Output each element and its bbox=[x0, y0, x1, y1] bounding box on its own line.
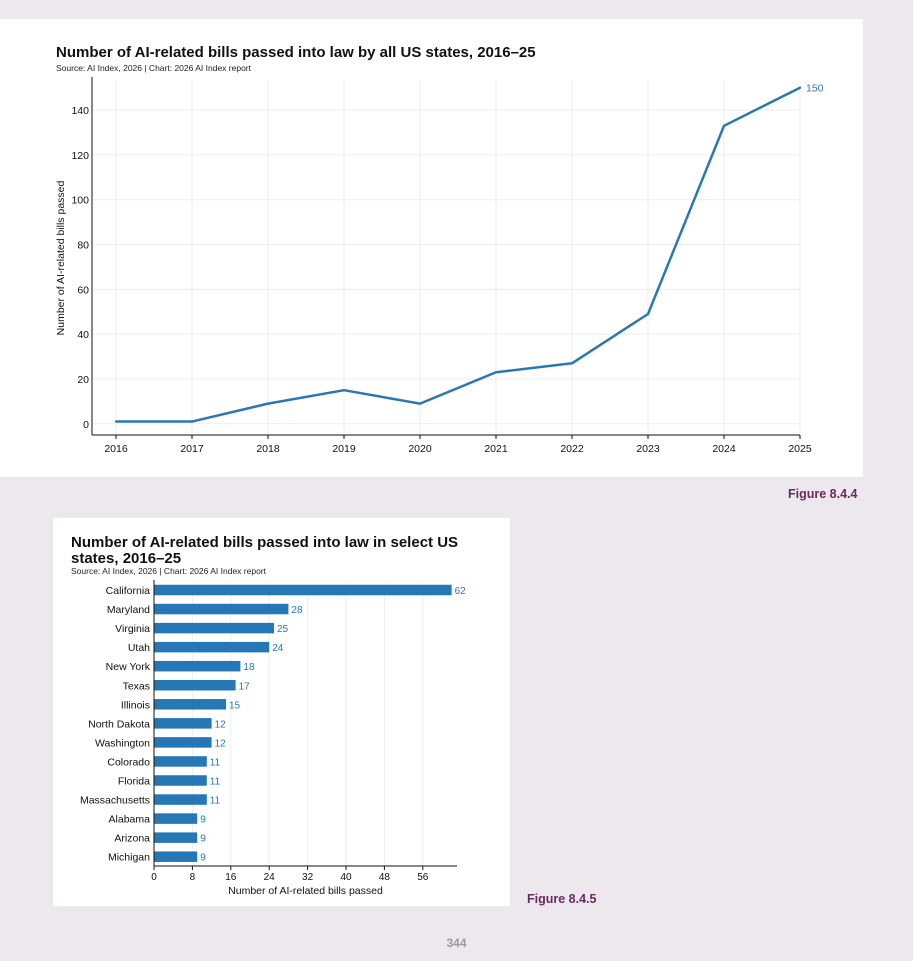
bar-value-label: 11 bbox=[210, 757, 221, 768]
bar bbox=[154, 584, 452, 596]
line-point bbox=[494, 371, 498, 374]
line-point bbox=[342, 388, 346, 392]
line-point bbox=[722, 124, 726, 128]
line-y-tick-label: 20 bbox=[77, 374, 89, 386]
bar-category-label: California bbox=[106, 585, 151, 597]
bar-x-tick-label: 8 bbox=[190, 872, 196, 883]
line-y-tick-label: 80 bbox=[77, 240, 89, 252]
line-chart-plot: 0 20 40 60 80 100 120 140 2016 2017 2018 2019 2020 20… bbox=[55, 77, 824, 455]
bar-value-label: 12 bbox=[215, 719, 227, 730]
bar-value-label: 17 bbox=[239, 681, 251, 692]
line-x-tick-label: 2025 bbox=[788, 443, 812, 455]
bar bbox=[154, 699, 226, 710]
bar-category-label: Texas bbox=[123, 680, 150, 692]
bar-x-tick-label: 32 bbox=[302, 872, 314, 883]
bar-value-label: 62 bbox=[455, 586, 467, 597]
bar bbox=[154, 718, 212, 729]
line-point bbox=[418, 402, 422, 405]
line-y-tick-label: 40 bbox=[77, 329, 89, 341]
bar-category-label: Virginia bbox=[115, 623, 150, 635]
bar bbox=[154, 756, 207, 767]
bar-value-label: 15 bbox=[229, 700, 241, 711]
bar-category-label: Utah bbox=[128, 642, 150, 654]
line-chart-source: Source: AI Index, 2026 | Chart: 2026 AI … bbox=[56, 63, 251, 73]
bar-chart-card: Number of AI-related bills passed into l… bbox=[53, 518, 510, 906]
bar-x-tick-label: 48 bbox=[379, 872, 391, 883]
bar bbox=[154, 603, 289, 615]
line-x-tick-label: 2021 bbox=[484, 443, 508, 455]
bar-value-label: 11 bbox=[210, 777, 221, 788]
figure-label-bar: Figure 8.4.5 bbox=[527, 892, 597, 906]
line-x-tick-label: 2016 bbox=[104, 443, 128, 455]
bar-value-label: 9 bbox=[200, 815, 206, 826]
line-y-tick-label: 0 bbox=[83, 419, 89, 431]
bar bbox=[154, 832, 198, 843]
bar-category-label: Maryland bbox=[107, 604, 150, 616]
line-point bbox=[646, 312, 650, 316]
bar-value-label: 11 bbox=[210, 796, 221, 807]
bar bbox=[154, 775, 207, 786]
bar-value-label: 25 bbox=[277, 624, 289, 635]
bar bbox=[154, 622, 274, 634]
bar-category-label: North Dakota bbox=[88, 718, 150, 730]
line-point bbox=[114, 420, 118, 423]
bar bbox=[154, 851, 198, 862]
bar-value-label: 12 bbox=[215, 738, 227, 749]
line-x-tick-label: 2019 bbox=[332, 443, 356, 455]
line-chart-title: Number of AI-related bills passed into l… bbox=[56, 44, 536, 61]
line-y-tick-label: 60 bbox=[77, 284, 89, 296]
bar-value-label: 9 bbox=[200, 853, 206, 864]
bar-category-label: Florida bbox=[118, 776, 150, 788]
bar-value-label: 28 bbox=[291, 605, 303, 616]
bar-chart-title: Number of AI-related bills passed into l… bbox=[71, 534, 459, 567]
line-y-tick-label: 100 bbox=[71, 195, 89, 207]
line-x-tick-label: 2022 bbox=[560, 443, 584, 455]
bar-x-tick-label: 40 bbox=[340, 872, 352, 883]
line-x-tick-label: 2018 bbox=[256, 443, 280, 455]
line-x-tick-label: 2023 bbox=[636, 443, 660, 455]
bar-category-label: Washington bbox=[95, 737, 150, 749]
line-x-tick-label: 2024 bbox=[712, 443, 736, 455]
line-point bbox=[798, 86, 802, 89]
bar-chart-source: Source: AI Index, 2026 | Chart: 2026 AI … bbox=[71, 566, 266, 576]
line-y-axis-label: Number of AI-related bills passed bbox=[55, 181, 67, 336]
bar bbox=[154, 813, 198, 824]
line-y-tick-label: 120 bbox=[71, 150, 89, 162]
bar bbox=[154, 737, 212, 748]
bar-value-label: 18 bbox=[243, 662, 255, 673]
bar-x-tick-label: 24 bbox=[264, 872, 276, 883]
line-series bbox=[116, 86, 801, 423]
bar-category-label: New York bbox=[106, 661, 151, 673]
line-point bbox=[570, 362, 574, 365]
bar-x-tick-label: 16 bbox=[225, 872, 237, 883]
bar-category-label: Arizona bbox=[114, 833, 150, 845]
bar-category-label: Alabama bbox=[109, 814, 151, 826]
bar bbox=[154, 660, 241, 672]
bar-category-label: Illinois bbox=[121, 699, 150, 711]
figure-label-line: Figure 8.4.4 bbox=[788, 487, 858, 501]
bar-category-label: Colorado bbox=[107, 756, 150, 768]
bar-chart-plot: California 62 Maryland 28 Virginia 25 Utah 24 Ne… bbox=[80, 580, 467, 897]
bar-value-label: 9 bbox=[200, 834, 206, 845]
bar bbox=[154, 680, 236, 691]
bar bbox=[154, 641, 270, 653]
line-chart-card: Number of AI-related bills passed into l… bbox=[0, 19, 863, 477]
line-end-label: 150 bbox=[806, 83, 824, 95]
bar-category-label: Michigan bbox=[108, 852, 150, 864]
bar-x-tick-label: 56 bbox=[417, 872, 429, 883]
bar-value-label: 24 bbox=[272, 643, 284, 654]
line-point bbox=[266, 402, 270, 405]
line-x-tick-label: 2017 bbox=[180, 443, 204, 455]
bar-x-axis-label: Number of AI-related bills passed bbox=[228, 885, 383, 897]
page-number: 344 bbox=[446, 936, 467, 950]
line-x-tick-label: 2020 bbox=[408, 443, 432, 455]
bar bbox=[154, 794, 207, 805]
bar-x-tick-label: 0 bbox=[151, 872, 157, 883]
line-y-tick-label: 140 bbox=[71, 105, 89, 117]
bar-category-label: Massachusetts bbox=[80, 795, 150, 807]
line-point bbox=[190, 420, 194, 423]
